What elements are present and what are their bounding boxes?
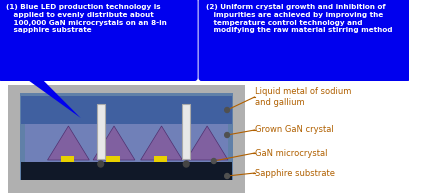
Bar [21,96,232,124]
Text: GaN microcrystal: GaN microcrystal [255,149,327,158]
Text: Sapphire substrate: Sapphire substrate [255,169,335,178]
Bar [25,124,228,162]
Bar [182,104,190,159]
Circle shape [183,161,189,167]
Bar [21,162,232,180]
Polygon shape [24,77,81,118]
Bar [154,156,167,162]
Polygon shape [186,126,228,160]
Polygon shape [141,126,182,160]
Text: (2) Uniform crystal growth and inhibition of
   impurities are achieved by impro: (2) Uniform crystal growth and inhibitio… [206,4,393,33]
FancyBboxPatch shape [0,0,198,81]
Circle shape [98,161,104,167]
Bar [8,85,245,193]
Text: Liquid metal of sodium
and gallium: Liquid metal of sodium and gallium [255,87,351,107]
Bar [106,156,120,162]
Bar [20,93,233,180]
Text: (1) Blue LED production technology is
   applied to evenly distribute about
   1: (1) Blue LED production technology is ap… [6,4,166,33]
Circle shape [225,107,230,113]
Circle shape [212,159,216,163]
Polygon shape [93,126,135,160]
Text: Grown GaN crystal: Grown GaN crystal [255,125,333,134]
FancyBboxPatch shape [199,0,411,81]
Circle shape [225,132,230,138]
Bar [61,156,74,162]
Bar [97,104,104,159]
Polygon shape [47,126,89,160]
Circle shape [225,173,230,179]
